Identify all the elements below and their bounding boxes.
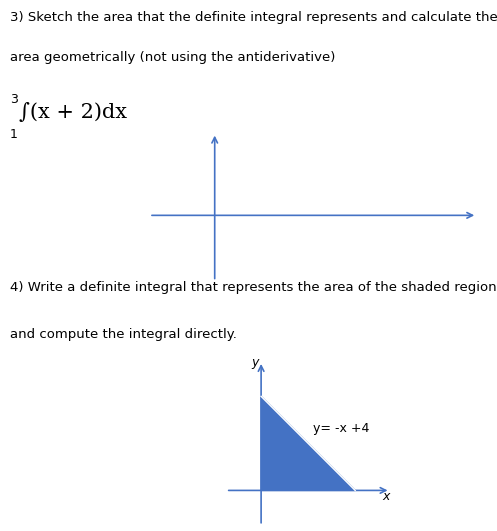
Text: 1: 1 bbox=[10, 128, 18, 141]
Text: 3) Sketch the area that the definite integral represents and calculate the: 3) Sketch the area that the definite int… bbox=[10, 11, 497, 23]
Text: and compute the integral directly.: and compute the integral directly. bbox=[10, 328, 237, 341]
Text: 3: 3 bbox=[10, 93, 18, 106]
Text: x: x bbox=[382, 490, 390, 503]
Polygon shape bbox=[261, 396, 355, 491]
Text: y= -x +4: y= -x +4 bbox=[313, 422, 369, 435]
Text: y: y bbox=[251, 356, 259, 369]
Text: ∫(x + 2)dx: ∫(x + 2)dx bbox=[18, 102, 127, 122]
Text: area geometrically (not using the antiderivative): area geometrically (not using the antide… bbox=[10, 52, 335, 64]
Text: 4) Write a definite integral that represents the area of the shaded region: 4) Write a definite integral that repres… bbox=[10, 281, 497, 294]
